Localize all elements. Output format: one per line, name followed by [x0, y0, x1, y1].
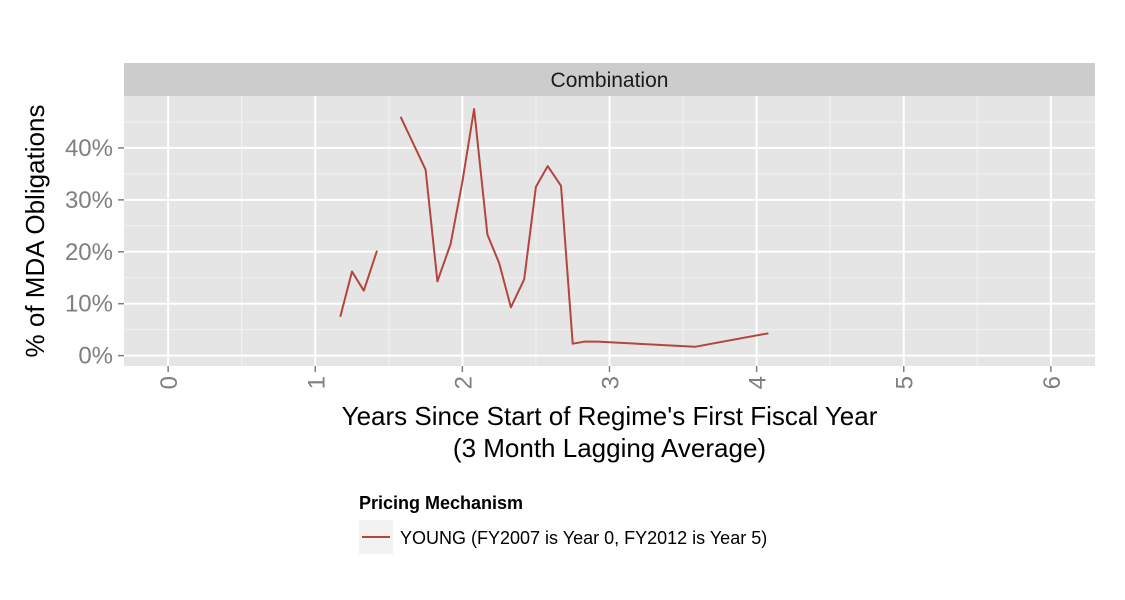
y-tick-label: 10%: [65, 291, 113, 318]
x-tick-label: 6: [1039, 376, 1066, 389]
x-tick-label: 3: [598, 376, 625, 389]
x-axis: 0 1 2 3 4 5 6: [156, 366, 1066, 389]
y-tick-label: 0%: [78, 343, 113, 370]
grid-major: [124, 96, 1095, 366]
y-tick-label: 30%: [65, 187, 113, 214]
x-tick-label: 5: [892, 376, 919, 389]
legend: Pricing Mechanism YOUNG (FY2007 is Year …: [359, 493, 767, 554]
legend-label: YOUNG (FY2007 is Year 0, FY2012 is Year …: [400, 528, 767, 548]
series-line: [399, 108, 769, 348]
y-tick-label: 40%: [65, 135, 113, 162]
legend-title: Pricing Mechanism: [359, 493, 523, 513]
x-tick-label: 4: [745, 376, 772, 389]
x-axis-title-line1: Years Since Start of Regime's First Fisc…: [342, 401, 878, 431]
y-axis-title: % of MDA Obligations: [20, 105, 50, 358]
y-axis: 0% 10% 20% 30% 40%: [65, 135, 124, 370]
facet-strip: [124, 63, 1095, 96]
x-tick-label: 0: [156, 376, 183, 389]
facet-title: Combination: [551, 69, 669, 92]
x-axis-title-line2: (3 Month Lagging Average): [453, 433, 766, 463]
series-line: [339, 250, 378, 317]
y-tick-label: 20%: [65, 239, 113, 266]
x-tick-label: 1: [303, 376, 330, 389]
series-lines: [339, 108, 769, 348]
x-tick-label: 2: [450, 376, 477, 389]
